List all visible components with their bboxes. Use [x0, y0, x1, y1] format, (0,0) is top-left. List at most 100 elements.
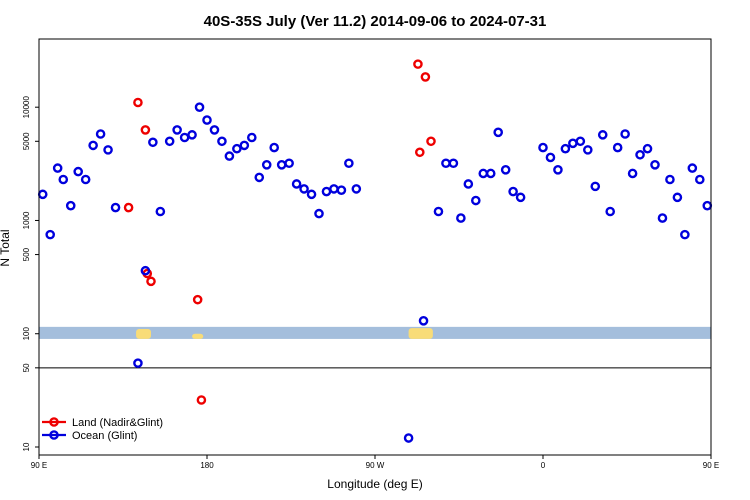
ocean-point: [478, 168, 489, 179]
ocean-point: [110, 202, 121, 213]
ocean-point: [672, 192, 683, 203]
ocean-point: [627, 168, 638, 179]
land-point: [420, 72, 431, 82]
legend-label: Ocean (Glint): [72, 430, 137, 442]
ocean-point: [612, 142, 623, 153]
ocean-point: [164, 136, 175, 147]
y-tick-label: 1000: [22, 211, 31, 229]
ocean-point: [553, 165, 563, 175]
y-tick-label: 100: [22, 327, 31, 341]
ocean-point: [103, 145, 113, 155]
land-point: [414, 147, 425, 158]
y-tick-label: 5000: [22, 132, 31, 150]
ocean-point: [73, 166, 83, 177]
ocean-point: [485, 168, 496, 179]
ocean-point: [239, 140, 250, 151]
ocean-point: [344, 158, 354, 169]
land-point: [196, 395, 207, 405]
legend-swatch-marker: [49, 417, 59, 427]
ocean-point: [291, 179, 302, 189]
ocean-point: [276, 160, 287, 170]
land-point: [192, 294, 203, 305]
ocean-point: [321, 186, 332, 197]
ocean-point: [232, 143, 242, 154]
chart-title: 40S-35S July (Ver 11.2) 2014-09-06 to 20…: [204, 13, 547, 30]
ocean-point: [95, 129, 106, 139]
ocean-point: [329, 184, 339, 194]
map-band-layer: [39, 326, 711, 339]
points-layer: [37, 59, 713, 443]
ocean-point: [538, 142, 548, 153]
land-patch: [192, 333, 204, 339]
y-tick-label: 50: [22, 363, 31, 372]
legend-label: Land (Nadir&Glint): [72, 417, 163, 429]
ocean-point: [52, 163, 63, 173]
ocean-point: [470, 195, 481, 206]
land-point: [413, 59, 423, 69]
ocean-point: [80, 174, 91, 185]
ocean-point: [209, 125, 220, 135]
ocean-point: [650, 160, 660, 170]
ocean-point: [657, 213, 668, 223]
ocean-point: [590, 181, 601, 192]
x-tick-label: 180: [200, 461, 214, 470]
ocean-point: [254, 172, 265, 183]
land-point: [133, 97, 143, 108]
ocean-point: [194, 102, 205, 112]
ocean-point: [433, 206, 444, 217]
ocean-point: [403, 433, 414, 443]
x-tick-label: 90 E: [703, 461, 719, 470]
ocean-point: [351, 184, 362, 194]
ocean-point: [418, 316, 429, 326]
ocean-point: [620, 129, 630, 139]
ocean-point: [515, 192, 526, 203]
y-tick-label: 500: [22, 247, 31, 261]
ocean-point: [246, 132, 257, 143]
ocean-point: [448, 158, 459, 169]
land-patch: [408, 328, 433, 339]
x-axis-label: Longitude (deg E): [327, 477, 422, 491]
ocean-point: [224, 151, 235, 161]
ocean-point: [568, 138, 578, 149]
ocean-point: [575, 136, 586, 147]
ocean-point: [88, 140, 98, 151]
ocean-point: [583, 145, 593, 155]
ocean-point: [336, 185, 347, 196]
ocean-point: [635, 149, 645, 160]
land-patch: [136, 329, 151, 339]
x-tick-label: 90 E: [31, 461, 47, 470]
ocean-point: [284, 158, 294, 169]
ocean-point: [172, 125, 182, 135]
ocean-point: [58, 174, 69, 185]
x-tick-label: 90 W: [366, 461, 385, 470]
ocean-point: [500, 165, 511, 175]
ocean-point: [202, 115, 212, 125]
ocean-point: [687, 163, 698, 173]
ocean-point: [463, 179, 474, 189]
ocean-point: [187, 130, 197, 140]
ocean-point: [597, 130, 608, 140]
ocean-point: [314, 208, 324, 219]
ocean-point: [261, 160, 272, 170]
ocean-point: [456, 213, 466, 223]
ocean-point: [299, 184, 309, 194]
land-point: [146, 276, 156, 287]
land-point: [140, 125, 151, 135]
ocean-point: [695, 174, 705, 185]
legend-swatch-marker: [49, 430, 59, 440]
ocean-point: [179, 132, 190, 143]
ocean-point: [560, 143, 571, 154]
ocean-point: [148, 137, 158, 148]
ocean-point: [702, 200, 713, 211]
ocean-point: [508, 186, 518, 197]
x-tick-label: 0: [541, 461, 546, 470]
ocean-point: [140, 265, 151, 276]
ocean-point: [133, 358, 143, 368]
legend: Land (Nadir&Glint)Ocean (Glint): [42, 417, 163, 442]
ocean-point: [605, 206, 616, 217]
ocean-point: [65, 200, 76, 211]
axes-layer: 90 E 180 90 W 0 90 E 10 50 100 500 1000 5000 10000: [22, 38, 719, 470]
ocean-point: [45, 229, 56, 240]
ocean-point: [441, 158, 451, 169]
